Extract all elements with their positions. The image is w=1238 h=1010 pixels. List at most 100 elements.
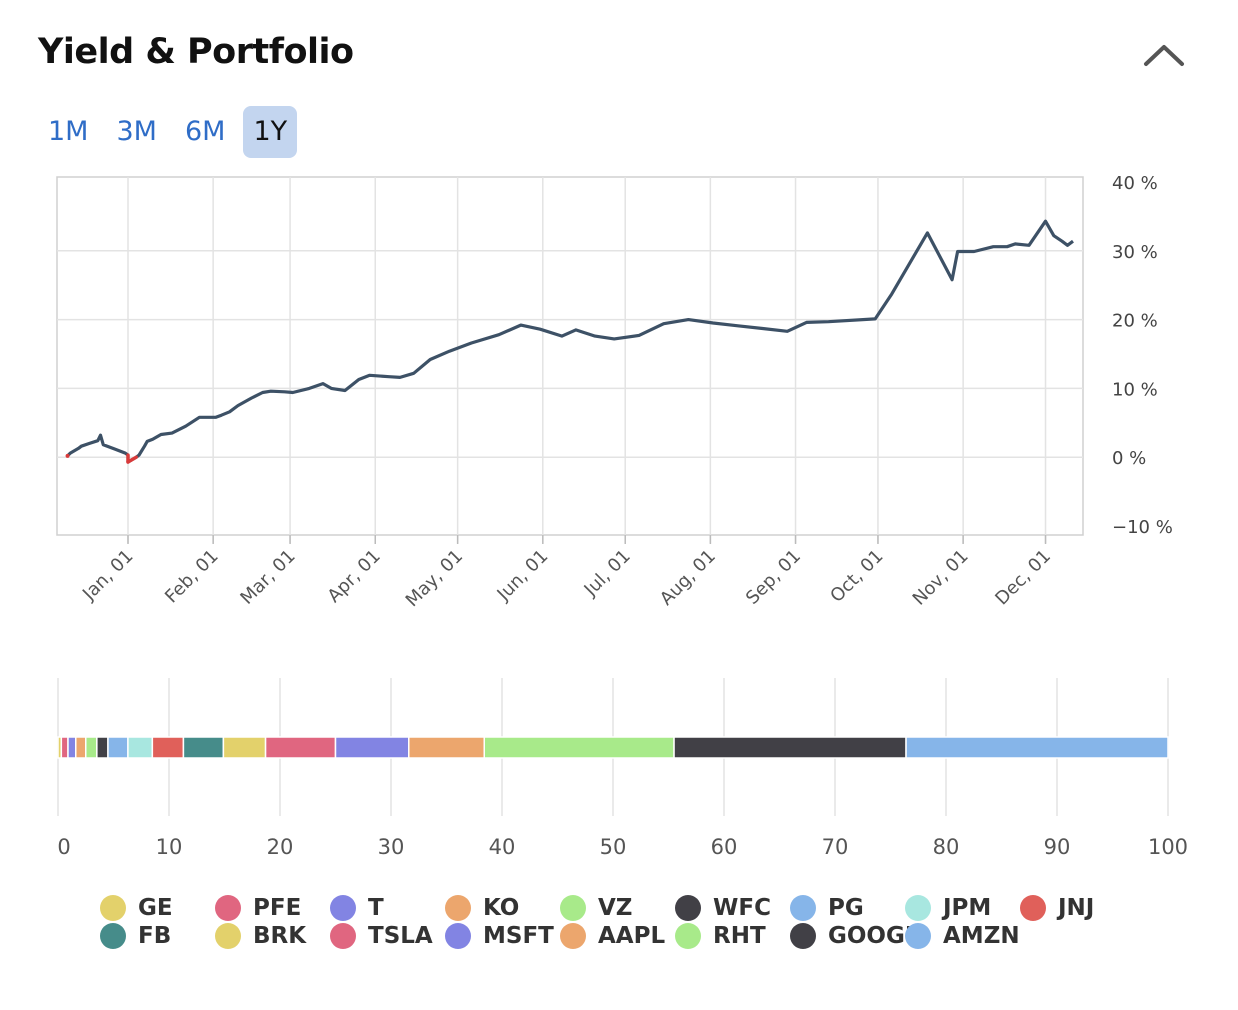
x-tick-label: Jun, 01 <box>493 546 553 606</box>
bar-segment-wfc[interactable] <box>96 736 109 759</box>
portfolio-bar-chart: 0 10 20 30 40 50 60 70 80 90 100 <box>57 678 1188 859</box>
x-tick-label: 90 <box>1044 835 1071 859</box>
legend-dot-icon <box>330 895 356 921</box>
legend-label: JPM <box>943 895 992 921</box>
legend-label: VZ <box>598 895 633 921</box>
bar-segment-msft[interactable] <box>334 736 410 759</box>
y-tick-label: 10 % <box>1112 379 1158 400</box>
legend-item-fb[interactable]: FB <box>100 922 215 950</box>
legend-dot-icon <box>675 895 701 921</box>
x-tick-label: Aug, 01 <box>656 546 720 610</box>
legend-dot-icon <box>905 923 931 949</box>
x-tick-label: Jan, 01 <box>78 546 137 605</box>
yield-line-chart: 40 %30 %20 %10 %0 %−10 %Jan, 01 Feb, 01 Ma… <box>56 173 1173 611</box>
legend-dot-icon <box>675 923 701 949</box>
x-tick-label: Feb, 01 <box>161 546 223 608</box>
x-tick-label: Apr, 01 <box>324 546 385 607</box>
bar-segment-amzn[interactable] <box>905 736 1169 759</box>
x-tick-label: 100 <box>1148 835 1188 859</box>
x-tick-label: 80 <box>933 835 960 859</box>
legend-dot-icon <box>215 923 241 949</box>
bar-segment-pg[interactable] <box>107 736 129 759</box>
y-tick-label: 20 % <box>1112 311 1158 332</box>
legend-item-pg[interactable]: PG <box>790 894 905 922</box>
legend-item-tsla[interactable]: TSLA <box>330 922 445 950</box>
legend-item-rht[interactable]: RHT <box>675 922 790 950</box>
plot-area <box>56 176 1084 536</box>
period-tabs: 1M 3M 6M 1Y <box>38 106 298 158</box>
x-tick-label: 10 <box>156 835 183 859</box>
legend-item-jnj[interactable]: JNJ <box>1020 894 1135 922</box>
legend-dot-icon <box>1020 895 1046 921</box>
bar-segment-fb[interactable] <box>182 736 225 759</box>
x-tick-label: 50 <box>600 835 627 859</box>
bar-segment-jpm[interactable] <box>127 736 154 759</box>
legend-dot-icon <box>560 895 586 921</box>
x-tick-label: May, 01 <box>402 546 467 611</box>
bar-segment-googl[interactable] <box>673 736 907 759</box>
legend-label: WFC <box>713 895 771 921</box>
legend-item-t[interactable]: T <box>330 894 445 922</box>
bar-segment-vz[interactable] <box>85 736 98 759</box>
legend-item-wfc[interactable]: WFC <box>675 894 790 922</box>
bar-segment-rht[interactable] <box>483 736 675 759</box>
start-point <box>65 453 70 458</box>
legend-item-ge[interactable]: GE <box>100 894 215 922</box>
negative-segment <box>126 455 138 464</box>
x-tick-label: 30 <box>378 835 405 859</box>
legend-item-jpm[interactable]: JPM <box>905 894 1020 922</box>
x-tick-label: 20 <box>267 835 294 859</box>
legend-label: AMZN <box>943 923 1020 949</box>
legend-label: PFE <box>253 895 302 921</box>
chevron-up-icon[interactable] <box>1140 38 1188 74</box>
legend-label: BRK <box>253 923 307 949</box>
legend-item-brk[interactable]: BRK <box>215 922 330 950</box>
bar-segment-ko[interactable] <box>75 736 87 759</box>
y-tick-label: 40 % <box>1112 173 1158 194</box>
legend-item-aapl[interactable]: AAPL <box>560 922 675 950</box>
page-title: Yield & Portfolio <box>38 32 354 72</box>
legend-dot-icon <box>905 895 931 921</box>
x-tick-label: 70 <box>822 835 849 859</box>
bar-segment-aapl[interactable] <box>408 736 485 759</box>
legend-label: PG <box>828 895 864 921</box>
legend-dot-icon <box>445 895 471 921</box>
legend-dot-icon <box>100 923 126 949</box>
portfolio-legend: GE PFE T KO VZ WFC PG JPM JNJ FB BRK TSLA MSFT AAPL RH… <box>100 894 1180 950</box>
y-tick-label: −10 % <box>1112 517 1173 538</box>
bar-segment-jnj[interactable] <box>151 736 185 759</box>
bar-segment-brk[interactable] <box>222 736 267 759</box>
x-tick-label: Mar, 01 <box>236 546 299 609</box>
bar-segment-tsla[interactable] <box>264 736 337 759</box>
tab-1m[interactable]: 1M <box>48 116 89 147</box>
legend-dot-icon <box>560 923 586 949</box>
tab-3m[interactable]: 3M <box>116 116 157 147</box>
tab-1y[interactable]: 1Y <box>243 106 298 158</box>
legend-item-msft[interactable]: MSFT <box>445 922 560 950</box>
y-tick-label: 30 % <box>1112 242 1158 263</box>
legend-label: GOOGL <box>828 923 920 949</box>
bar-segment-t[interactable] <box>67 736 77 759</box>
x-tick-label: 40 <box>489 835 516 859</box>
legend-label: MSFT <box>483 923 554 949</box>
legend-item-pfe[interactable]: PFE <box>215 894 330 922</box>
legend-label: TSLA <box>368 923 433 949</box>
x-tick-label: Nov, 01 <box>909 546 973 610</box>
x-tick-label: Dec, 01 <box>991 546 1055 610</box>
legend-item-amzn[interactable]: AMZN <box>905 922 1020 950</box>
tab-6m[interactable]: 6M <box>184 116 226 147</box>
legend-item-ko[interactable]: KO <box>445 894 560 922</box>
legend-row: FB BRK TSLA MSFT AAPL RHT GOOGL AMZN <box>100 922 1180 950</box>
x-tick-label: Jul, 01 <box>580 546 635 601</box>
legend-item-vz[interactable]: VZ <box>560 894 675 922</box>
x-tick-label: 0 <box>57 835 70 859</box>
legend-label: RHT <box>713 923 766 949</box>
x-tick-label: 60 <box>711 835 738 859</box>
bar-segment-pfe[interactable] <box>60 736 69 759</box>
legend-label: GE <box>138 895 173 921</box>
legend-dot-icon <box>100 895 126 921</box>
legend-item-googl[interactable]: GOOGL <box>790 922 920 950</box>
legend-dot-icon <box>790 923 816 949</box>
legend-label: JNJ <box>1058 895 1095 921</box>
legend-dot-icon <box>215 895 241 921</box>
